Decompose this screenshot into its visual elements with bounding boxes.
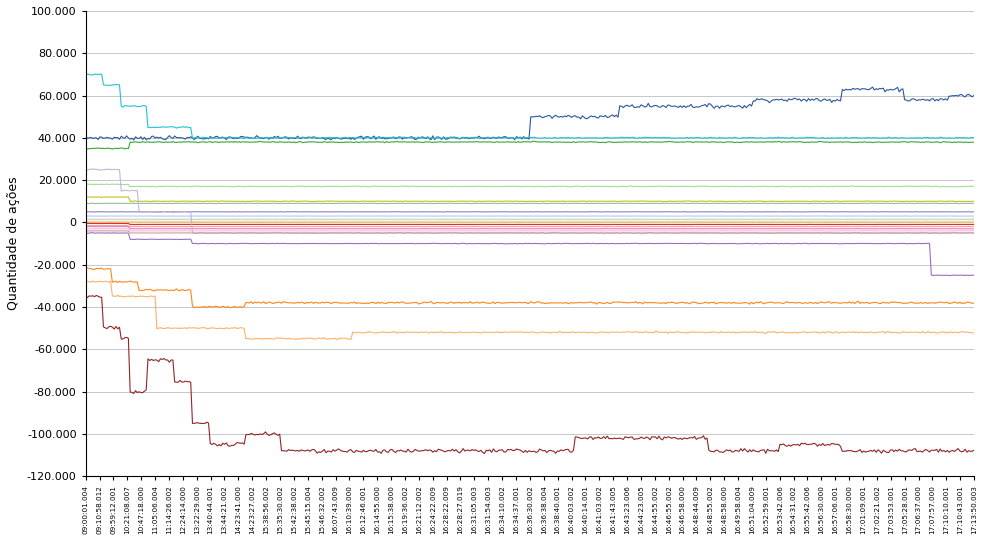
Y-axis label: Quantidade de ações: Quantidade de ações — [7, 177, 20, 311]
